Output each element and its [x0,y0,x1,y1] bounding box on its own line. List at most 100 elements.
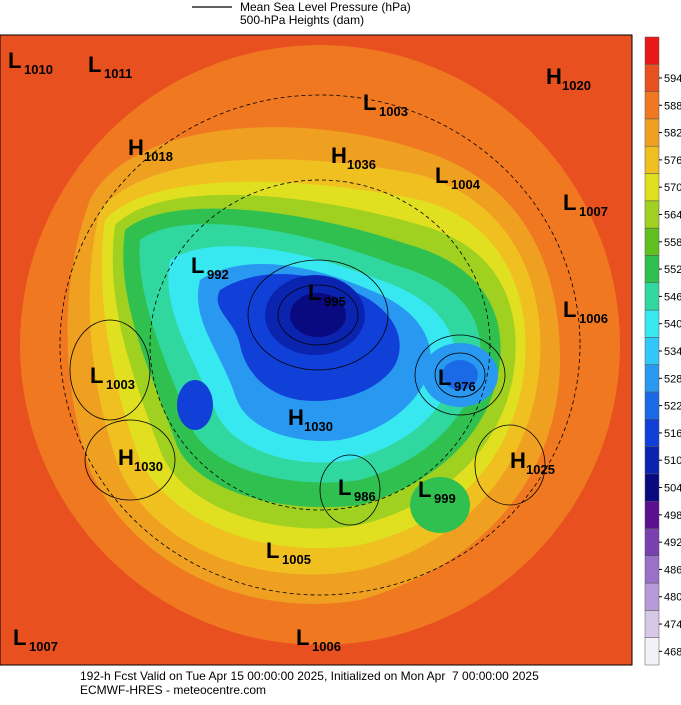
center-pressure: 992 [207,267,229,282]
colorbar-cell [644,36,660,65]
pressure-center: L 1007 [563,190,608,219]
colorbar-label: 564 [664,209,681,221]
center-pressure: 1030 [134,459,163,474]
pressure-center: H 1036 [331,143,376,172]
pressure-center: L 1010 [8,48,53,77]
colorbar-cell [644,64,660,92]
colorbar: 468 474 480 486 492 498 504 510 516 522 528 534 540 5… [644,36,681,666]
colorbar-label: 516 [664,428,681,440]
center-pressure: 1018 [144,149,173,164]
pressure-center: L 999 [418,477,456,506]
pressure-center: L 976 [438,365,476,394]
colorbar-label: 582 [664,128,681,140]
center-type: L [266,538,279,563]
colorbar-cell [644,528,660,557]
colorbar-label: 528 [664,373,681,385]
center-pressure: 1036 [347,157,376,172]
colorbar-label: 558 [664,237,681,249]
colorbar-cell [644,309,660,338]
center-type: L [90,363,103,388]
pressure-center: L 1005 [266,538,311,567]
pressure-center: L 1007 [13,625,58,654]
pressure-center: H 1018 [128,135,173,164]
colorbar-label: 510 [664,455,681,467]
pressure-center: H 1025 [510,448,555,477]
colorbar-label: 480 [664,592,681,604]
legend-mslp: Mean Sea Level Pressure (hPa) [240,0,411,14]
center-pressure: 1007 [579,204,608,219]
colorbar-cell [644,500,660,529]
legend-heights: 500-hPa Heights (dam) [240,13,364,27]
colorbar-cell [644,282,660,311]
center-type: H [118,445,134,470]
footer-valid: 192-h Fcst Valid on Tue Apr 15 00:00:00 … [80,669,539,683]
colorbar-label: 570 [664,182,681,194]
center-pressure: 1030 [304,419,333,434]
center-type: H [546,64,562,89]
colorbar-cell [644,610,660,638]
center-pressure: 1003 [106,377,135,392]
colorbar-label: 498 [664,510,681,522]
center-type: H [510,448,526,473]
pressure-center: H 1030 [288,405,333,434]
center-type: L [418,477,431,502]
colorbar-cell [644,118,660,147]
center-pressure: 1004 [451,177,481,192]
center-pressure: 976 [454,379,476,394]
center-pressure: 986 [354,489,376,504]
center-pressure: 1010 [24,62,53,77]
colorbar-label: 486 [664,564,681,576]
footer-source: ECMWF-HRES - meteocentre.com [80,683,266,697]
center-pressure: 1025 [526,462,555,477]
colorbar-cell [644,419,660,447]
colorbar-cell [644,200,660,229]
colorbar-label: 504 [664,483,681,495]
center-type: L [308,280,321,305]
center-pressure: 995 [324,294,346,309]
colorbar-cell [644,255,660,283]
center-type: L [296,625,309,650]
map [0,34,633,666]
center-type: L [338,475,351,500]
colorbar-label: 534 [664,346,681,358]
colorbar-cell [644,391,660,420]
pressure-center: L 992 [191,253,229,282]
colorbar-cell [644,337,660,365]
center-type: H [331,143,347,168]
center-type: H [288,405,304,430]
center-type: L [435,163,448,188]
center-pressure: 999 [434,491,456,506]
colorbar-label: 468 [664,646,681,658]
pressure-center: L 995 [308,280,346,309]
colorbar-cell [644,364,660,393]
pressure-center: L 1003 [90,363,135,392]
center-type: L [13,625,26,650]
center-type: H [128,135,144,160]
colorbar-label: 552 [664,264,681,276]
colorbar-cell [644,91,660,120]
colorbar-cell [644,446,660,475]
center-type: L [563,190,576,215]
colorbar-cell [644,582,660,611]
center-type: L [563,297,576,322]
center-pressure: 1006 [312,639,341,654]
center-type: L [88,52,101,77]
center-pressure: 1020 [562,78,591,93]
pressure-center: L 1006 [563,297,608,326]
pressure-center: L 1011 [88,52,132,81]
center-type: L [191,253,204,278]
colorbar-label: 522 [664,401,681,413]
colorbar-label: 594 [664,73,681,85]
center-type: L [8,48,21,73]
pressure-center: L 1003 [363,90,408,119]
center-pressure: 1003 [379,104,408,119]
center-type: L [363,90,376,115]
colorbar-cell [644,227,660,256]
colorbar-cell [644,173,660,202]
center-pressure: 1006 [579,311,608,326]
pressure-center: H 1030 [118,445,163,474]
colorbar-label: 576 [664,155,681,167]
pressure-center: L 986 [338,475,376,504]
